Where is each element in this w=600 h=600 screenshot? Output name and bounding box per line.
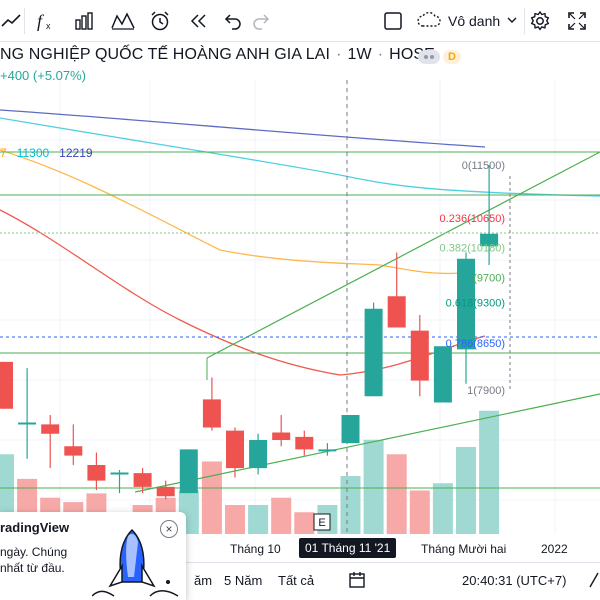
price-change: +400 (+5.07%) [0, 68, 87, 83]
svg-text:x: x [46, 21, 51, 31]
volume-bar-19 [432, 483, 453, 534]
candle-17 [387, 252, 406, 328]
candle-5 [110, 470, 129, 494]
candle-9 [202, 377, 221, 431]
fib-label-0: 0(11500) [462, 160, 505, 172]
fullscreen-icon[interactable] [564, 6, 590, 36]
volume-bar-9 [201, 461, 222, 534]
trend-channel-lower [134, 393, 600, 493]
volume-bar-12 [271, 497, 292, 534]
settings-icon[interactable] [527, 6, 553, 36]
fib-label-4: 0.618(9300) [446, 298, 505, 310]
fib-label-1: 0.236(10650) [440, 213, 505, 225]
bottom-toolbar: ăm 5 Năm Tất cả 20:40:31 (UTC+7) [0, 562, 600, 600]
volume-bar-16 [363, 439, 384, 534]
volume-bar-21 [479, 410, 500, 534]
close-icon[interactable]: × [160, 520, 178, 538]
ma-orange-line [0, 149, 461, 275]
candles [0, 165, 499, 500]
time-label-december: Tháng Mười hai [421, 542, 507, 556]
popup-text: ngày. Chúng nhất từ đầu. [0, 545, 68, 575]
volume-bar-20 [456, 447, 476, 534]
crosshair-time-label: 01 Tháng 11 '21 [299, 538, 397, 558]
moving-averages [0, 109, 600, 376]
rocket-icon [91, 522, 184, 600]
volume-bar-17 [386, 454, 407, 534]
fib-label-5: 0.786(8650) [446, 338, 505, 350]
range-5-years[interactable]: 5 Năm [224, 573, 263, 588]
date-range-icon[interactable] [348, 571, 366, 592]
volume-bar-15 [340, 476, 361, 534]
candle-7 [156, 480, 175, 500]
volume-bar-13 [294, 512, 315, 534]
ma-values: 7 11300 12219 [0, 146, 93, 160]
volume-bar-10 [225, 505, 245, 534]
alarm-icon[interactable] [146, 6, 174, 36]
ma-cyan-line [0, 117, 600, 197]
candle-10 [226, 427, 244, 478]
candle-20 [457, 252, 475, 384]
candle-11 [249, 433, 268, 475]
cloud-icon [416, 10, 442, 33]
symbol-title-bar[interactable]: NG NGHIỆP QUỐC TẾ HOÀNG ANH GIA LAI · 1W · H… [0, 46, 435, 63]
fib-label-3: (9700) [473, 273, 505, 285]
ma-value-1: 11300 [16, 146, 50, 160]
delayed-badge[interactable]: D [443, 50, 461, 64]
candle-21 [480, 165, 499, 265]
candle-19 [433, 346, 452, 403]
candle-8 [179, 449, 198, 494]
candle-1 [18, 368, 37, 459]
candle-4 [87, 452, 106, 490]
replay-icon[interactable] [186, 6, 212, 36]
candle-3 [64, 424, 83, 465]
event-marker-label: E [318, 517, 325, 529]
account-label: Vô danh [448, 13, 501, 29]
symbol-title: NG NGHIỆP QUỐC TẾ HOÀNG ANH GIA LAI [0, 46, 331, 63]
candle-18 [410, 315, 429, 397]
candle-13 [295, 430, 314, 456]
chevron-down-icon [506, 13, 518, 29]
fib-label-2: 0.382(10180) [440, 243, 505, 255]
account-menu[interactable]: Vô danh [416, 6, 518, 36]
candle-6 [133, 468, 152, 494]
volume-bar-11 [248, 505, 269, 534]
ma-value-0: 7 [0, 146, 7, 160]
candle-0 [0, 361, 13, 409]
promo-popup: radingView ngày. Chúng nhất từ đầu. × [0, 512, 186, 600]
undo-icon[interactable] [220, 6, 246, 36]
candle-15 [341, 415, 360, 444]
chart-pattern-icon[interactable] [108, 6, 138, 36]
volume-bar-18 [409, 490, 430, 534]
ma-value-2: 12219 [59, 146, 93, 160]
time-axis[interactable]: Tháng 10 01 Tháng 11 '21 Tháng Mười hai … [0, 534, 600, 562]
range-partial[interactable]: ăm [194, 573, 213, 588]
popup-title: radingView [0, 520, 70, 535]
candle-14 [318, 443, 337, 456]
candle-16 [364, 302, 383, 397]
time-label-2022: 2022 [541, 542, 568, 556]
candle-2 [41, 415, 60, 469]
interval-label: 1W [347, 46, 372, 63]
ma-blue-line [0, 109, 486, 148]
fib-labels: 0(11500) 0.236(10650) 0.382(10180) (9700) 0.… [440, 160, 505, 397]
layout-icon[interactable] [380, 6, 406, 36]
time-label-october: Tháng 10 [230, 542, 281, 556]
event-marker: E [313, 513, 331, 531]
market-status-dots [418, 50, 440, 64]
status-badges: D [418, 49, 461, 65]
percent-icon[interactable] [588, 571, 600, 592]
candle-12 [272, 415, 291, 447]
price-chart[interactable]: 0(11500) 0.236(10650) 0.382(10180) (9700) 0.… [0, 80, 600, 534]
range-all[interactable]: Tất cả [278, 573, 315, 588]
indicator-icon[interactable] [0, 6, 22, 36]
fib-label-6: 1(7900) [467, 385, 505, 397]
trend-lines [0, 80, 600, 534]
trend-channel-upper [206, 151, 600, 359]
svg-text:f: f [37, 11, 45, 31]
redo-icon[interactable] [248, 6, 274, 36]
bar-chart-icon[interactable] [70, 6, 98, 36]
clock[interactable]: 20:40:31 (UTC+7) [462, 573, 567, 588]
